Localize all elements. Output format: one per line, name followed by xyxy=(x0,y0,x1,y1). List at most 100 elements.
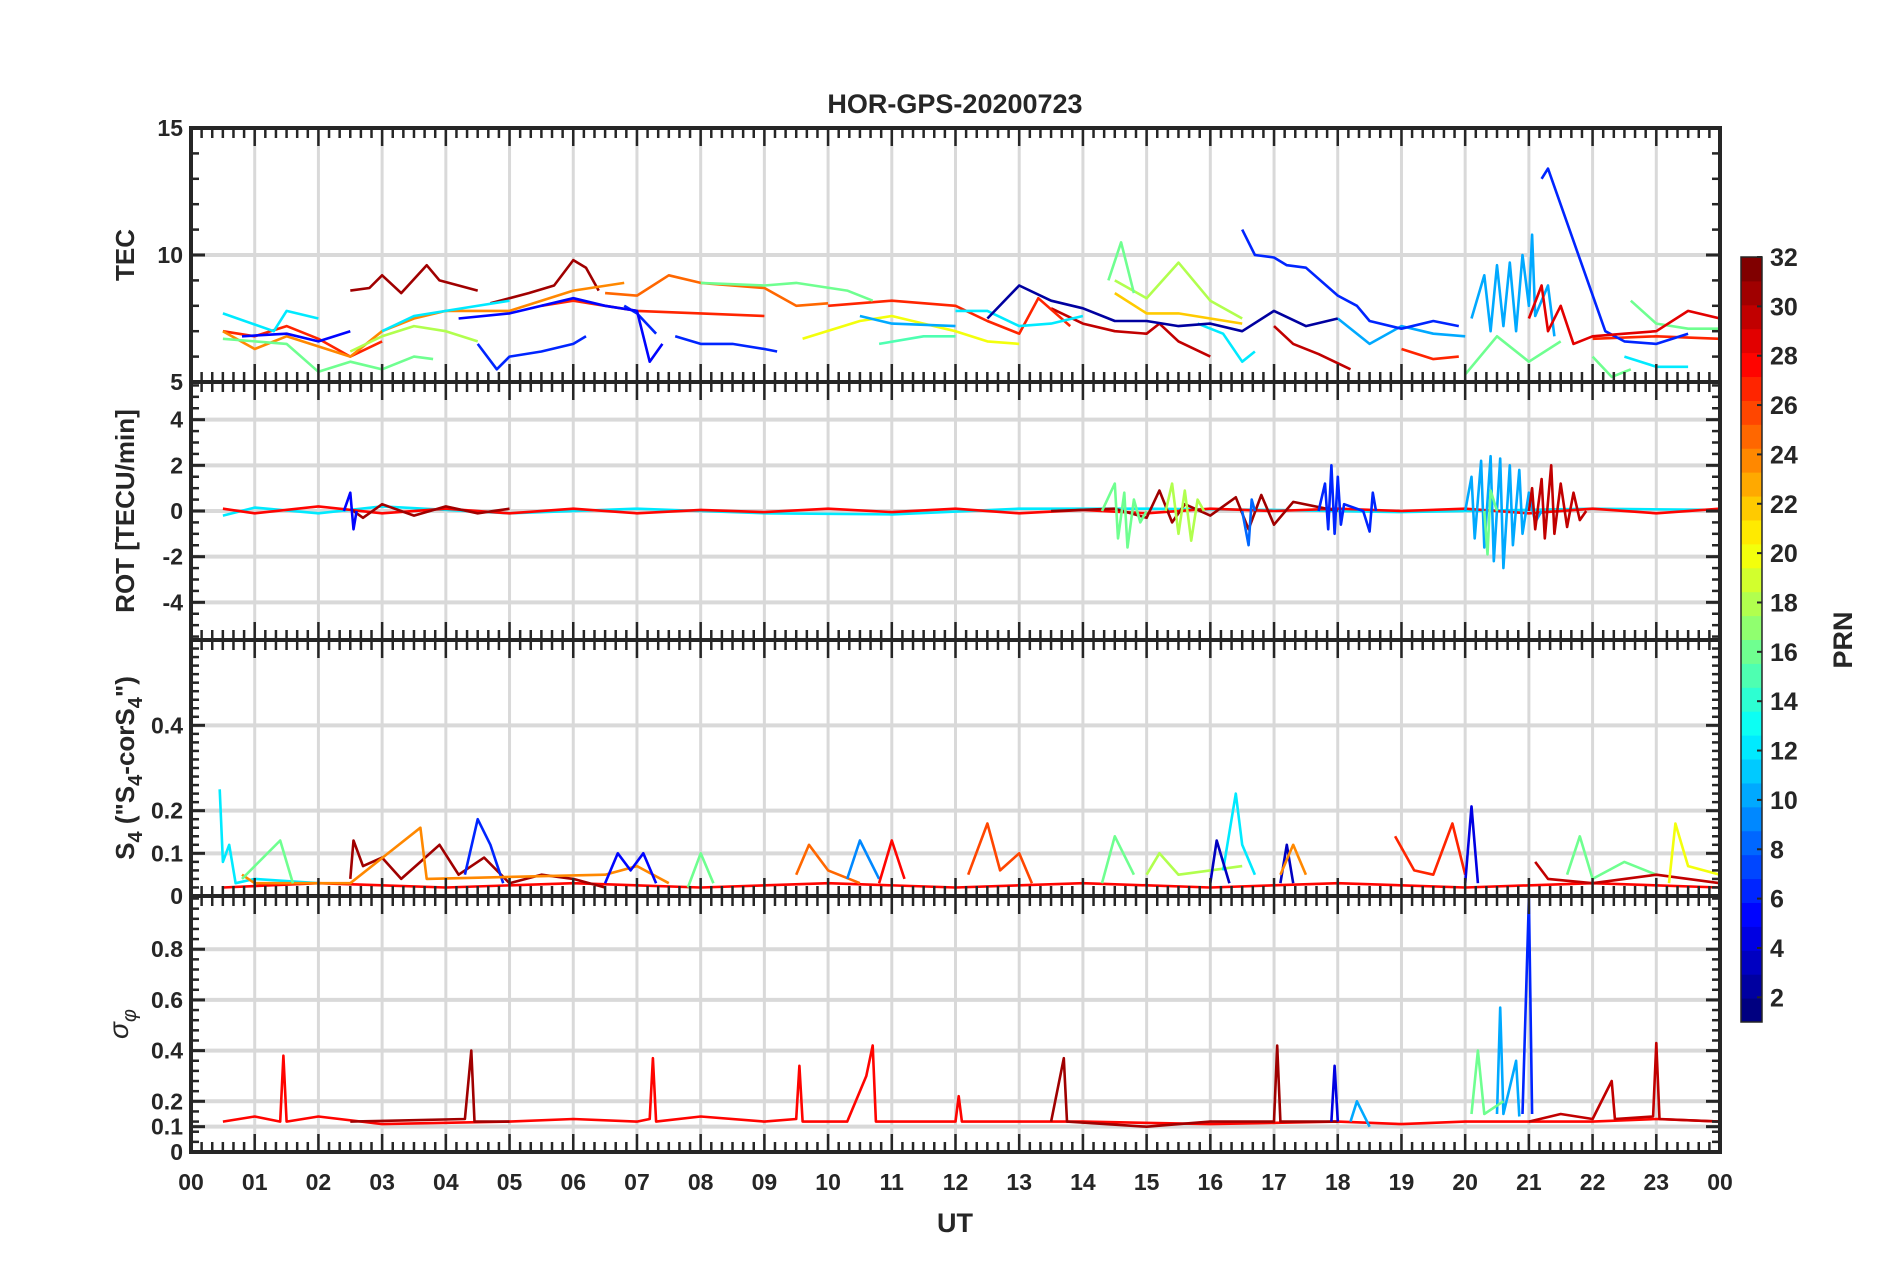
series-line-prn-27 xyxy=(1592,334,1720,341)
y-label-text: -corS xyxy=(110,708,140,774)
x-tick-label: 02 xyxy=(306,1169,332,1195)
series-line-prn-18 xyxy=(349,324,479,353)
colorbar-tick-label: 8 xyxy=(1770,836,1784,864)
x-tick-label: 09 xyxy=(752,1169,778,1195)
colorbar-band-prn-18 xyxy=(1741,591,1762,617)
series-line-prn-30 xyxy=(1050,307,1211,358)
series-line-prn-3 xyxy=(1209,839,1231,884)
colorbar-band-prn-3 xyxy=(1741,950,1762,975)
y-tick-label: 0.4 xyxy=(151,712,183,738)
x-tick-label: 00 xyxy=(178,1169,204,1195)
colorbar-tick-label: 18 xyxy=(1770,589,1798,617)
colorbar-band-prn-13 xyxy=(1741,711,1762,736)
series-line-prn-6 xyxy=(674,335,778,353)
colorbar-tick-label: 16 xyxy=(1770,639,1798,667)
series-line-prn-16 xyxy=(700,281,874,302)
series-group xyxy=(222,167,1720,379)
colorbar-frame xyxy=(1740,256,1763,1023)
x-tick-label: 01 xyxy=(242,1169,268,1195)
panel-sigma-phi: 00.10.2 0.4 0.6 0.8 σφ xyxy=(103,894,1722,1165)
panel-s4: 00.10.20.4S4 ("S4-corS4") xyxy=(110,638,1722,909)
y-axis-label: TEC xyxy=(110,229,140,281)
series-line-prn-25 xyxy=(795,843,861,885)
series-line-prn-16 xyxy=(1107,241,1136,294)
series-line-prn-10 xyxy=(1336,317,1466,346)
colorbar-tick-label: 24 xyxy=(1770,441,1798,469)
series-line-prn-12 xyxy=(1197,322,1256,364)
series-line-prn-31 xyxy=(1049,1044,1338,1128)
colorbar-band-prn-32 xyxy=(1741,257,1762,282)
y-label-text: σ xyxy=(103,1021,134,1039)
colorbar-label: PRN xyxy=(1828,611,1858,668)
series-line-prn-24 xyxy=(1279,843,1308,876)
x-tick-label: 13 xyxy=(1006,1169,1032,1195)
series-line-prn-9 xyxy=(845,839,881,880)
x-tick-label: 06 xyxy=(560,1169,586,1195)
series-line-prn-6 xyxy=(1241,229,1460,331)
colorbar-band-prn-7 xyxy=(1741,854,1762,880)
series-line-prn-10 xyxy=(1349,1100,1371,1128)
colorbar-band-prn-14 xyxy=(1741,687,1762,712)
x-tick-label: 04 xyxy=(433,1169,459,1195)
colorbar-band-prn-26 xyxy=(1741,400,1762,425)
series-line-prn-16 xyxy=(241,839,295,884)
y-tick-label: 0.1 xyxy=(151,840,183,866)
colorbar-band-prn-24 xyxy=(1741,448,1762,473)
colorbar-tick-label: 28 xyxy=(1770,343,1798,371)
series-line-prn-12 xyxy=(222,309,319,333)
series-group xyxy=(222,454,1720,570)
series-line-prn-12 xyxy=(1221,792,1257,876)
colorbar-band-prn-11 xyxy=(1741,759,1762,784)
x-tick-label: 14 xyxy=(1070,1169,1096,1195)
colorbar-band-prn-16 xyxy=(1741,639,1762,664)
series-line-prn-10 xyxy=(1495,1006,1521,1117)
colorbar-tick-label: 2 xyxy=(1770,984,1784,1012)
series-line-prn-27 xyxy=(1393,822,1467,877)
series-line-prn-16 xyxy=(1591,355,1632,379)
colorbar-band-prn-6 xyxy=(1741,878,1762,903)
series-line-prn-31 xyxy=(350,1049,510,1123)
colorbar-band-prn-27 xyxy=(1741,376,1762,401)
y-label-subscript: 4 xyxy=(125,696,147,708)
colorbar-band-prn-5 xyxy=(1741,902,1762,927)
series-line-prn-4 xyxy=(1330,1064,1340,1122)
y-tick-label: 0.4 xyxy=(151,1038,183,1064)
colorbar-band-prn-8 xyxy=(1741,830,1762,856)
series-line-prn-27 xyxy=(1401,347,1459,361)
x-tick-label: 10 xyxy=(815,1169,841,1195)
series-line-prn-31 xyxy=(349,502,510,520)
series-line-prn-18 xyxy=(1114,261,1243,320)
series-line-prn-10 xyxy=(1470,233,1556,337)
series-line-prn-15 xyxy=(878,334,956,346)
series-line-prn-10 xyxy=(1463,454,1543,570)
series-line-prn-31 xyxy=(490,258,600,305)
colorbar-band-prn-9 xyxy=(1741,806,1762,832)
colorbar-band-prn-2 xyxy=(1741,974,1762,999)
series-line-prn-6 xyxy=(1317,463,1378,536)
y-tick-label: 0 xyxy=(170,1139,183,1165)
y-tick-label: 0.2 xyxy=(151,798,183,824)
colorbar-tick-label: 20 xyxy=(1770,540,1798,568)
colorbar-tick-label: 22 xyxy=(1770,491,1798,519)
colorbar-tick-label: 12 xyxy=(1770,738,1798,766)
y-axis-label: σφ xyxy=(103,1009,141,1039)
colorbar-band-prn-31 xyxy=(1741,280,1762,306)
x-tick-label: 11 xyxy=(880,1169,905,1195)
y-label-subscript: φ xyxy=(119,1009,141,1022)
panel-tec: 5 10 15 TEC xyxy=(110,115,1722,395)
y-tick-label: 15 xyxy=(157,115,183,141)
colorbar-band-prn-4 xyxy=(1741,926,1762,951)
colorbar-tick-label: 32 xyxy=(1770,244,1798,272)
x-tick-label: 22 xyxy=(1580,1169,1606,1195)
y-tick-label: 4 xyxy=(170,407,183,433)
colorbar-band-prn-17 xyxy=(1741,615,1762,640)
series-line-prn-31 xyxy=(350,263,479,295)
colorbar-band-prn-21 xyxy=(1741,519,1762,545)
series-line-prn-5 xyxy=(342,491,358,531)
colorbar-band-prn-25 xyxy=(1741,424,1762,449)
series-line-prn-29 xyxy=(1527,284,1720,346)
y-tick-label: 0.2 xyxy=(151,1088,183,1114)
x-tick-label: 03 xyxy=(369,1169,395,1195)
